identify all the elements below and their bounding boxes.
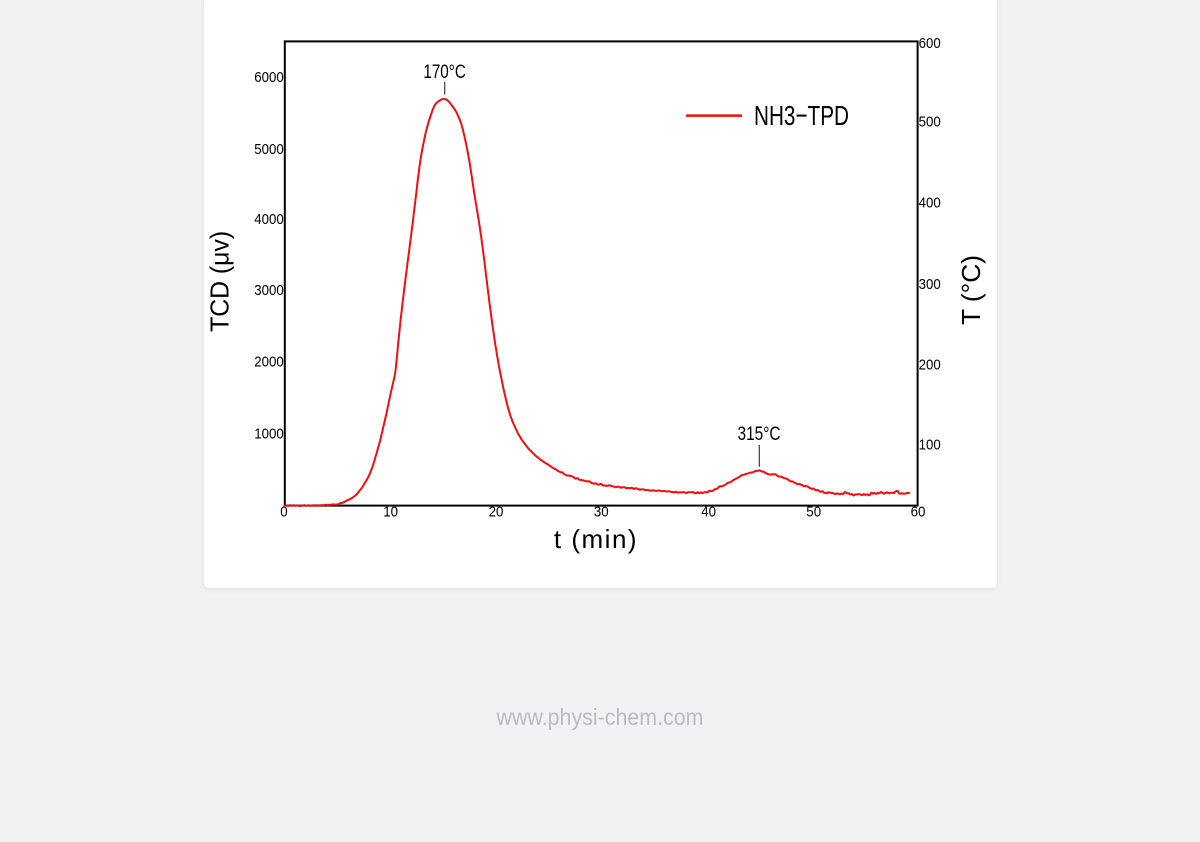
svg-text:2000: 2000	[254, 353, 284, 370]
svg-text:10: 10	[383, 503, 398, 520]
svg-text:200: 200	[919, 356, 941, 373]
svg-text:600: 600	[919, 35, 941, 52]
svg-text:5000: 5000	[254, 141, 284, 158]
svg-text:t (min): t (min)	[554, 524, 638, 554]
svg-text:0: 0	[280, 503, 287, 520]
svg-text:50: 50	[806, 503, 821, 520]
svg-text:500: 500	[919, 114, 941, 131]
svg-text:20: 20	[489, 503, 504, 520]
svg-text:TCD (μv): TCD (μv)	[205, 231, 235, 332]
svg-text:170°C: 170°C	[423, 62, 466, 83]
svg-text:6000: 6000	[254, 69, 284, 86]
svg-text:60: 60	[911, 503, 926, 520]
svg-text:315°C: 315°C	[738, 424, 781, 445]
svg-text:1000: 1000	[254, 426, 284, 443]
svg-text:40: 40	[701, 503, 716, 520]
svg-text:400: 400	[919, 194, 941, 211]
svg-text:3000: 3000	[254, 282, 284, 299]
svg-text:4000: 4000	[254, 211, 284, 228]
svg-text:T (°C): T (°C)	[956, 255, 986, 325]
svg-text:30: 30	[594, 503, 609, 520]
svg-text:www.physi-chem.com: www.physi-chem.com	[496, 704, 704, 730]
svg-text:NH3−TPD: NH3−TPD	[754, 100, 849, 131]
svg-text:100: 100	[919, 436, 941, 453]
svg-text:300: 300	[919, 276, 941, 293]
